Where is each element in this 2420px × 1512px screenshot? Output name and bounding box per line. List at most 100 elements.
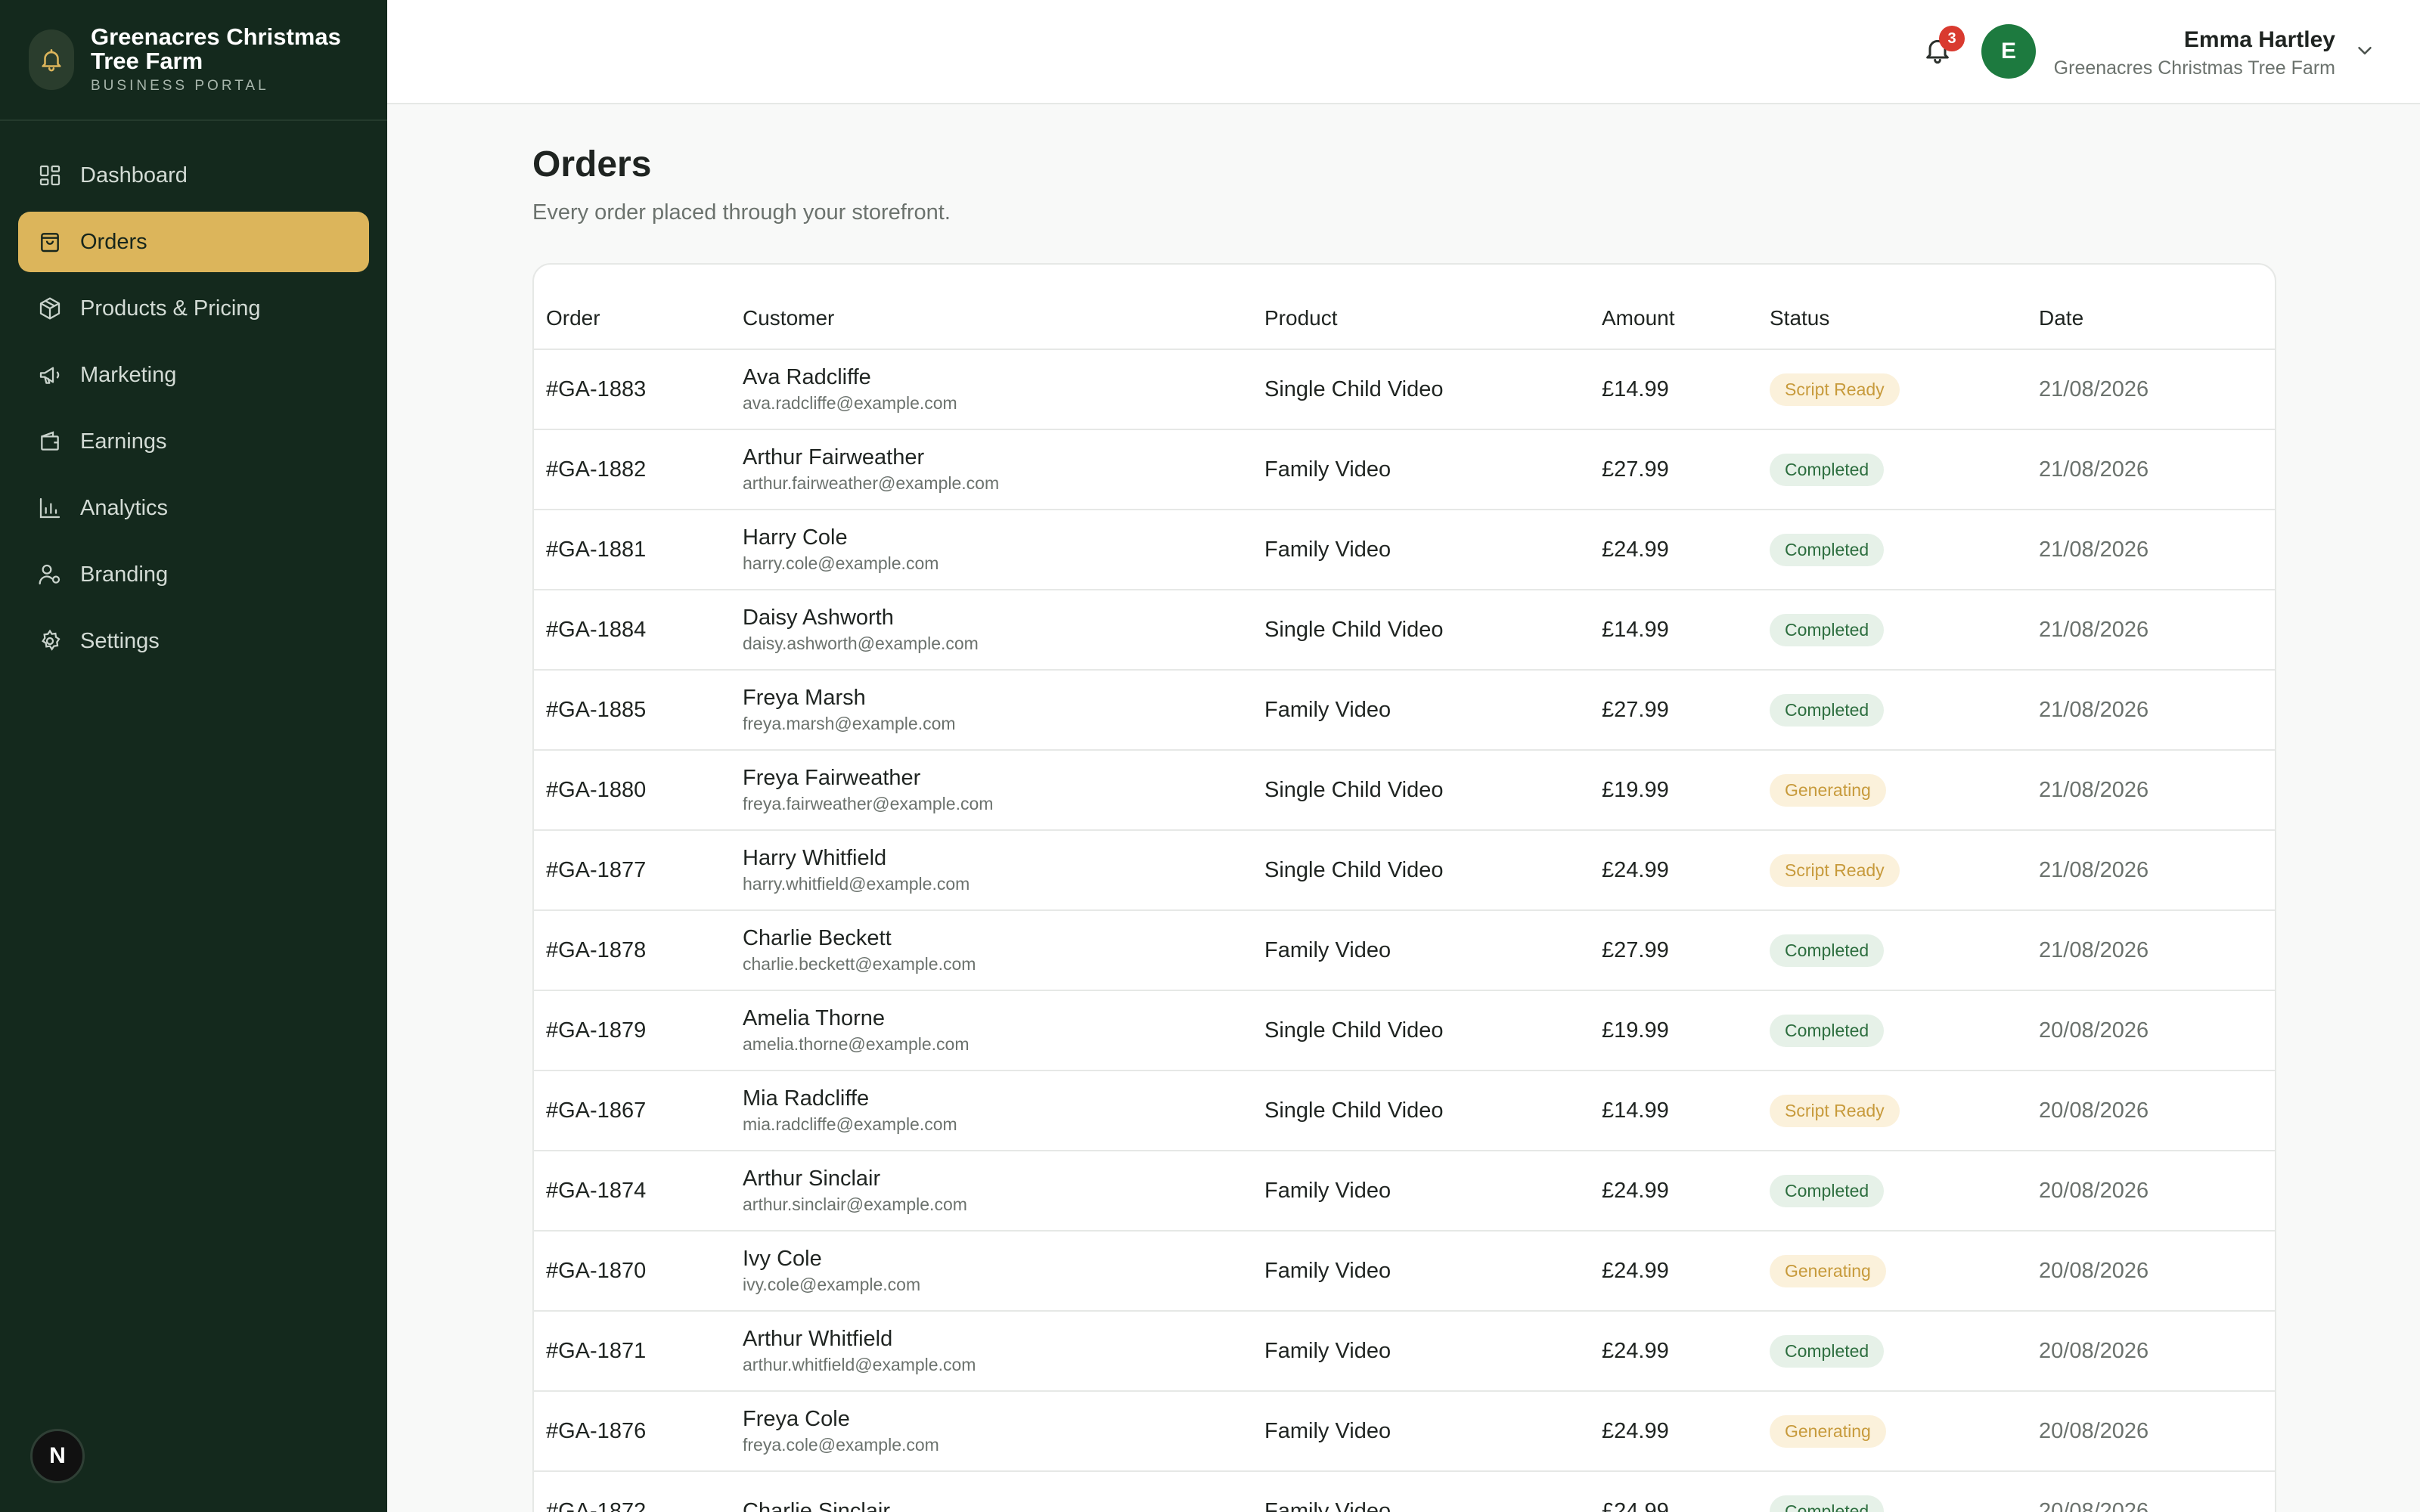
order-amount: £24.99: [1602, 510, 1770, 590]
order-id[interactable]: #GA-1876: [534, 1391, 743, 1472]
product-name: Family Video: [1264, 1391, 1602, 1472]
order-id[interactable]: #GA-1877: [534, 830, 743, 911]
table-row[interactable]: #GA-1880 Freya Fairweather freya.fairweath…: [534, 750, 2275, 831]
order-date: 20/08/2026: [2039, 1311, 2275, 1392]
order-date: 21/08/2026: [2039, 910, 2275, 991]
sidebar-item-label: Earnings: [80, 429, 167, 454]
product-name: Family Video: [1264, 670, 1602, 751]
bell-icon: [29, 29, 74, 90]
order-id[interactable]: #GA-1879: [534, 990, 743, 1071]
product-name: Family Video: [1264, 1311, 1602, 1392]
customer-name: Arthur Whitfield: [743, 1327, 893, 1351]
column-header-status[interactable]: Status: [1770, 265, 2039, 350]
order-id[interactable]: #GA-1878: [534, 910, 743, 991]
order-amount: £19.99: [1602, 990, 1770, 1071]
status-cell: Completed: [1770, 1471, 2039, 1512]
page-description: Every order placed through your storefro…: [532, 200, 951, 225]
table-row[interactable]: #GA-1876 Freya Cole freya.cole@example.com…: [534, 1391, 2275, 1472]
customer-cell: Arthur Fairweather arthur.fairweather@exa…: [743, 429, 1264, 510]
order-date: 21/08/2026: [2039, 510, 2275, 590]
sidebar-item-products-pricing[interactable]: Products & Pricing: [18, 278, 369, 339]
table-row[interactable]: #GA-1874 Arthur Sinclair arthur.sinclair@e…: [534, 1151, 2275, 1232]
orders-table: Order Customer Product Amount Status Dat…: [534, 265, 2275, 1512]
customer-cell: Amelia Thorne amelia.thorne@example.com: [743, 990, 1264, 1071]
order-id[interactable]: #GA-1880: [534, 750, 743, 831]
sidebar-item-label: Settings: [80, 628, 160, 653]
order-id[interactable]: #GA-1883: [534, 349, 743, 430]
order-id[interactable]: #GA-1881: [534, 510, 743, 590]
order-id[interactable]: #GA-1872: [534, 1471, 743, 1512]
customer-email: amelia.thorne@example.com: [743, 1034, 970, 1054]
customer-name: Ava Radcliffe: [743, 365, 871, 389]
order-amount: £14.99: [1602, 590, 1770, 671]
sidebar-item-earnings[interactable]: Earnings: [18, 411, 369, 472]
table-row[interactable]: #GA-1882 Arthur Fairweather arthur.fairwea…: [534, 429, 2275, 510]
bar-chart-icon: [36, 494, 64, 522]
status-badge: Completed: [1770, 1014, 1885, 1047]
order-id[interactable]: #GA-1885: [534, 670, 743, 751]
order-id[interactable]: #GA-1874: [534, 1151, 743, 1232]
table-row[interactable]: #GA-1879 Amelia Thorne amelia.thorne@examp…: [534, 990, 2275, 1071]
page-title: Orders: [532, 144, 652, 184]
next-badge[interactable]: N: [30, 1429, 85, 1483]
avatar[interactable]: E: [1981, 24, 2036, 79]
table-row[interactable]: #GA-1867 Mia Radcliffe mia.radcliffe@examp…: [534, 1070, 2275, 1151]
order-id[interactable]: #GA-1884: [534, 590, 743, 671]
sidebar-item-analytics[interactable]: Analytics: [18, 478, 369, 538]
column-header-customer[interactable]: Customer: [743, 265, 1264, 350]
sidebar-item-label: Branding: [80, 562, 169, 587]
sidebar-item-dashboard[interactable]: Dashboard: [18, 145, 369, 206]
status-badge: Completed: [1770, 693, 1885, 727]
sidebar-item-settings[interactable]: Settings: [18, 611, 369, 671]
notifications-button[interactable]: 3: [1916, 26, 1965, 73]
table-row[interactable]: #GA-1872 Charlie Sinclair Family Video £24.…: [534, 1471, 2275, 1512]
order-date: 20/08/2026: [2039, 990, 2275, 1071]
order-id[interactable]: #GA-1867: [534, 1070, 743, 1151]
order-date: 20/08/2026: [2039, 1391, 2275, 1472]
sidebar-item-marketing[interactable]: Marketing: [18, 345, 369, 405]
sidebar-item-branding[interactable]: Branding: [18, 544, 369, 605]
chevron-down-icon[interactable]: [2353, 39, 2376, 62]
customer-cell: Freya Fairweather freya.fairweather@examp…: [743, 750, 1264, 831]
column-header-date[interactable]: Date: [2039, 265, 2275, 350]
column-header-order[interactable]: Order: [534, 265, 743, 350]
customer-name: Arthur Sinclair: [743, 1167, 881, 1191]
status-badge: Completed: [1770, 934, 1885, 967]
table-row[interactable]: #GA-1883 Ava Radcliffe ava.radcliffe@examp…: [534, 349, 2275, 430]
table-row[interactable]: #GA-1884 Daisy Ashworth daisy.ashworth@exa…: [534, 590, 2275, 671]
column-header-product[interactable]: Product: [1264, 265, 1602, 350]
box-icon: [36, 295, 64, 322]
sidebar-item-label: Analytics: [80, 495, 169, 520]
table-row[interactable]: #GA-1881 Harry Cole harry.cole@example.com…: [534, 510, 2275, 590]
status-cell: Completed: [1770, 1311, 2039, 1392]
customer-email: charlie.beckett@example.com: [743, 954, 976, 974]
status-cell: Generating: [1770, 1391, 2039, 1472]
table-row[interactable]: #GA-1877 Harry Whitfield harry.whitfield@e…: [534, 830, 2275, 911]
user-org: Greenacres Christmas Tree Farm: [2053, 57, 2335, 79]
status-cell: Completed: [1770, 990, 2039, 1071]
status-cell: Completed: [1770, 429, 2039, 510]
order-id[interactable]: #GA-1870: [534, 1231, 743, 1312]
order-id[interactable]: #GA-1871: [534, 1311, 743, 1392]
status-cell: Completed: [1770, 910, 2039, 991]
column-header-amount[interactable]: Amount: [1602, 265, 1770, 350]
order-amount: £24.99: [1602, 830, 1770, 911]
user-menu[interactable]: Emma Hartley Greenacres Christmas Tree F…: [2054, 27, 2335, 79]
customer-name: Charlie Beckett: [743, 926, 892, 950]
customer-email: daisy.ashworth@example.com: [743, 634, 979, 653]
customer-email: arthur.fairweather@example.com: [743, 473, 1000, 493]
sidebar-item-orders[interactable]: Orders: [18, 212, 369, 272]
order-id[interactable]: #GA-1882: [534, 429, 743, 510]
table-row[interactable]: #GA-1871 Arthur Whitfield arthur.whitfield…: [534, 1311, 2275, 1392]
product-name: Single Child Video: [1264, 1070, 1602, 1151]
customer-name: Mia Radcliffe: [743, 1086, 870, 1111]
table-row[interactable]: #GA-1878 Charlie Beckett charlie.beckett@e…: [534, 910, 2275, 991]
table-row[interactable]: #GA-1870 Ivy Cole ivy.cole@example.com Fami…: [534, 1231, 2275, 1312]
status-cell: Generating: [1770, 1231, 2039, 1312]
customer-cell: Charlie Sinclair: [743, 1471, 1264, 1512]
product-name: Family Video: [1264, 510, 1602, 590]
product-name: Single Child Video: [1264, 349, 1602, 430]
table-row[interactable]: #GA-1885 Freya Marsh freya.marsh@example.c…: [534, 670, 2275, 751]
customer-name: Charlie Sinclair: [743, 1498, 891, 1512]
product-name: Family Video: [1264, 429, 1602, 510]
